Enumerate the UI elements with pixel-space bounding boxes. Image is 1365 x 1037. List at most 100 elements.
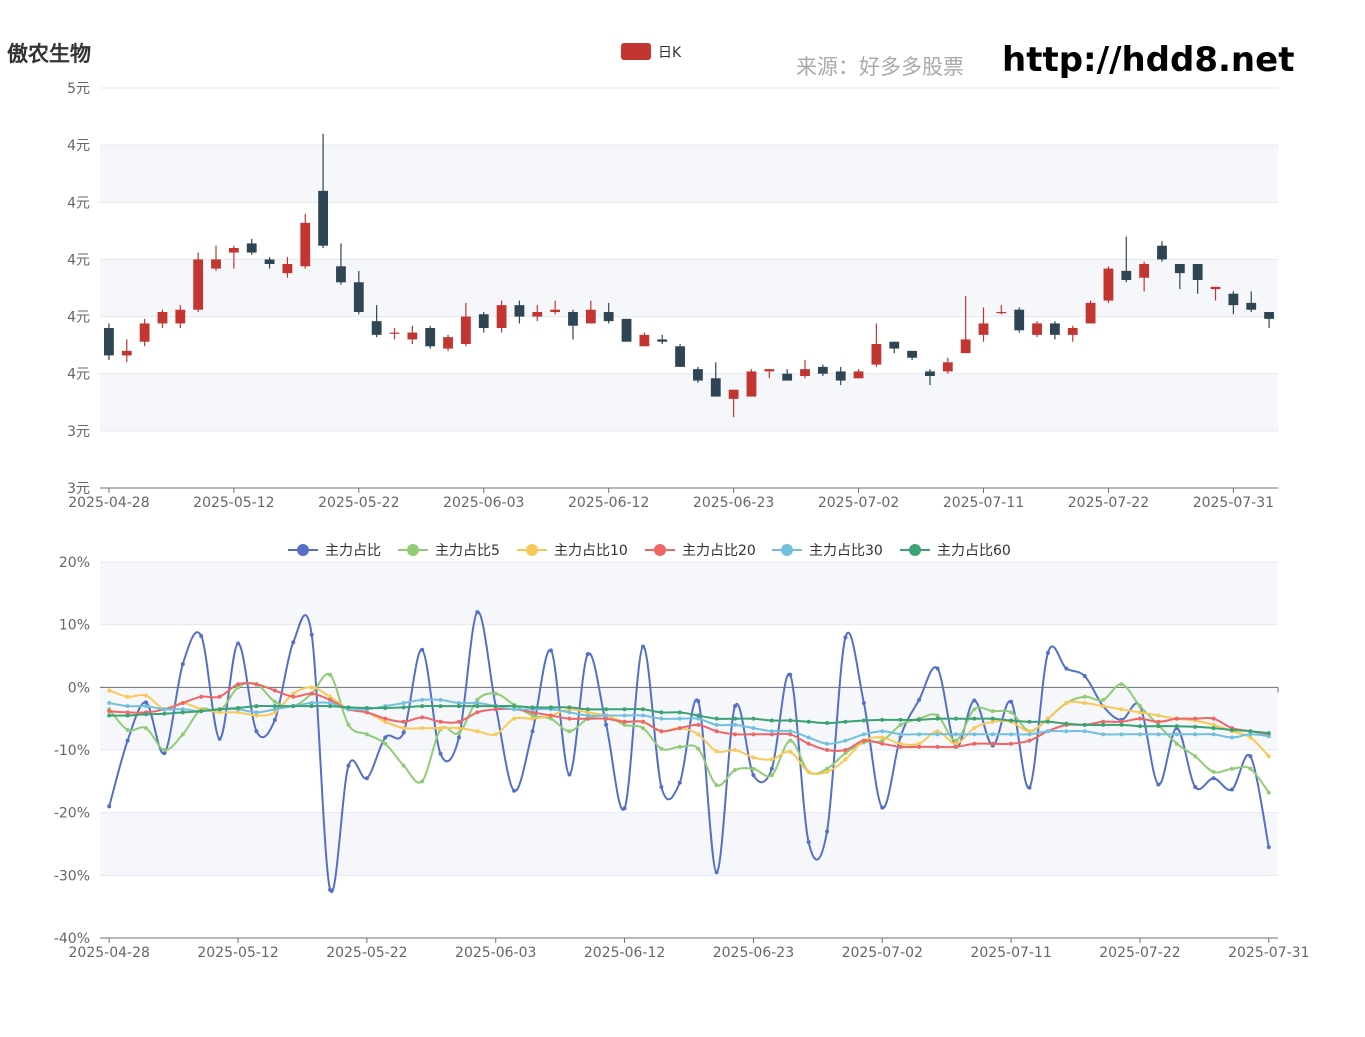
series-point-5 xyxy=(346,705,351,710)
series-point-5 xyxy=(162,711,167,716)
series-point-2 xyxy=(217,710,222,715)
series-point-5 xyxy=(1193,724,1198,729)
series-point-4 xyxy=(806,735,811,740)
legend-swatch-kline xyxy=(621,43,651,60)
series-point-4 xyxy=(751,726,756,731)
series-point-1 xyxy=(493,691,498,696)
series-point-2 xyxy=(880,735,885,740)
series-point-2 xyxy=(990,719,995,724)
series-point-5 xyxy=(585,707,590,712)
series-point-2 xyxy=(733,748,738,752)
candle xyxy=(800,369,810,376)
plot-band xyxy=(100,145,1278,203)
series-point-4 xyxy=(272,707,277,712)
series-point-0 xyxy=(364,776,369,781)
series-point-3 xyxy=(622,719,627,724)
legend-marker-3 xyxy=(654,544,666,556)
series-point-2 xyxy=(254,713,259,718)
site-url[interactable]: http://hdd8.net xyxy=(1002,40,1295,80)
series-point-1 xyxy=(935,713,940,718)
candle xyxy=(942,362,953,372)
series-point-5 xyxy=(659,710,664,715)
series-point-1 xyxy=(1248,766,1253,771)
series-point-3 xyxy=(328,697,333,702)
series-point-4 xyxy=(990,732,995,737)
series-point-2 xyxy=(236,710,241,715)
series-point-3 xyxy=(714,729,719,734)
x-tick-label: 2025-06-12 xyxy=(568,495,649,511)
series-point-5 xyxy=(825,721,830,726)
series-point-4 xyxy=(401,701,406,705)
series-point-5 xyxy=(953,716,958,721)
series-point-2 xyxy=(1119,707,1124,712)
candle xyxy=(1246,302,1257,310)
candle xyxy=(300,222,311,267)
series-point-1 xyxy=(1229,766,1234,771)
series-point-0 xyxy=(162,751,167,756)
series-point-5 xyxy=(1248,729,1253,734)
series-point-1 xyxy=(825,766,830,771)
y-tick-label: -10% xyxy=(54,743,90,759)
candle xyxy=(693,369,703,381)
y-tick-label: 4元 xyxy=(67,195,90,211)
x-tick-label: 2025-05-22 xyxy=(318,495,399,511)
candle xyxy=(657,339,668,342)
series-point-0 xyxy=(346,763,351,768)
candle xyxy=(550,309,561,312)
series-point-5 xyxy=(972,716,977,721)
series-point-0 xyxy=(751,773,756,778)
legend-label-0: 主力占比 xyxy=(325,543,381,559)
series-point-0 xyxy=(328,887,333,892)
series-point-0 xyxy=(567,772,572,777)
series-point-2 xyxy=(1045,716,1050,721)
series-point-2 xyxy=(972,726,977,731)
series-point-0 xyxy=(843,635,848,640)
series-point-2 xyxy=(1211,722,1216,727)
series-point-5 xyxy=(567,705,572,710)
series-point-5 xyxy=(236,706,241,711)
series-point-4 xyxy=(861,732,866,737)
series-point-4 xyxy=(512,707,517,712)
series-point-3 xyxy=(1156,719,1161,724)
series-point-2 xyxy=(1064,701,1069,705)
series-point-5 xyxy=(898,717,903,722)
series-point-1 xyxy=(125,727,130,732)
series-point-3 xyxy=(1211,716,1216,721)
series-point-1 xyxy=(475,697,480,702)
y-tick-label: -40% xyxy=(54,931,90,947)
candle xyxy=(1210,286,1221,290)
series-point-4 xyxy=(917,732,922,737)
series-point-0 xyxy=(1193,784,1198,789)
series-point-5 xyxy=(622,707,627,712)
series-point-3 xyxy=(456,719,461,724)
candle xyxy=(318,190,329,246)
x-tick-label: 2025-07-31 xyxy=(1193,495,1274,511)
series-point-5 xyxy=(1064,721,1069,726)
series-point-3 xyxy=(788,732,793,737)
x-tick-label: 2025-07-02 xyxy=(818,495,899,511)
plot-band xyxy=(100,812,1278,876)
candle xyxy=(389,332,400,334)
series-point-3 xyxy=(567,716,572,721)
series-point-5 xyxy=(456,704,461,709)
candle xyxy=(121,350,132,356)
series-point-4 xyxy=(622,713,627,718)
series-point-4 xyxy=(438,697,443,702)
candle xyxy=(764,369,775,372)
series-point-5 xyxy=(1137,724,1142,729)
series-point-2 xyxy=(475,729,480,734)
series-point-0 xyxy=(309,632,314,637)
x-tick-label: 2025-06-03 xyxy=(455,945,536,961)
candle xyxy=(1103,268,1114,301)
series-point-0 xyxy=(1266,845,1271,850)
candle xyxy=(532,312,543,317)
series-point-0 xyxy=(530,729,535,734)
series-point-5 xyxy=(291,704,296,709)
y-tick-label: 3元 xyxy=(67,424,90,440)
series-point-5 xyxy=(843,719,848,724)
candle xyxy=(568,312,578,326)
series-point-2 xyxy=(107,688,112,693)
series-point-5 xyxy=(493,704,498,709)
candle xyxy=(282,264,293,274)
series-point-4 xyxy=(254,710,259,715)
